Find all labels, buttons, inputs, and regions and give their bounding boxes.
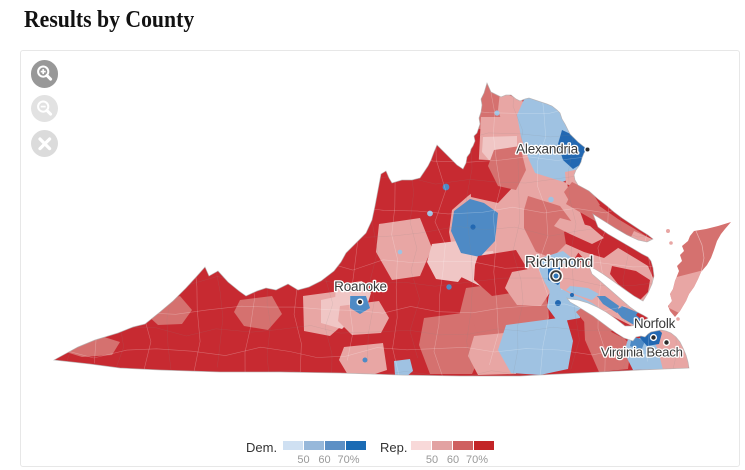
svg-text:Richmond: Richmond (525, 254, 593, 271)
svg-text:Alexandria: Alexandria (516, 142, 578, 157)
svg-text:Virginia Beach: Virginia Beach (601, 345, 683, 360)
svg-text:Norfolk: Norfolk (634, 316, 676, 331)
svg-text:Roanoke: Roanoke (334, 279, 387, 294)
